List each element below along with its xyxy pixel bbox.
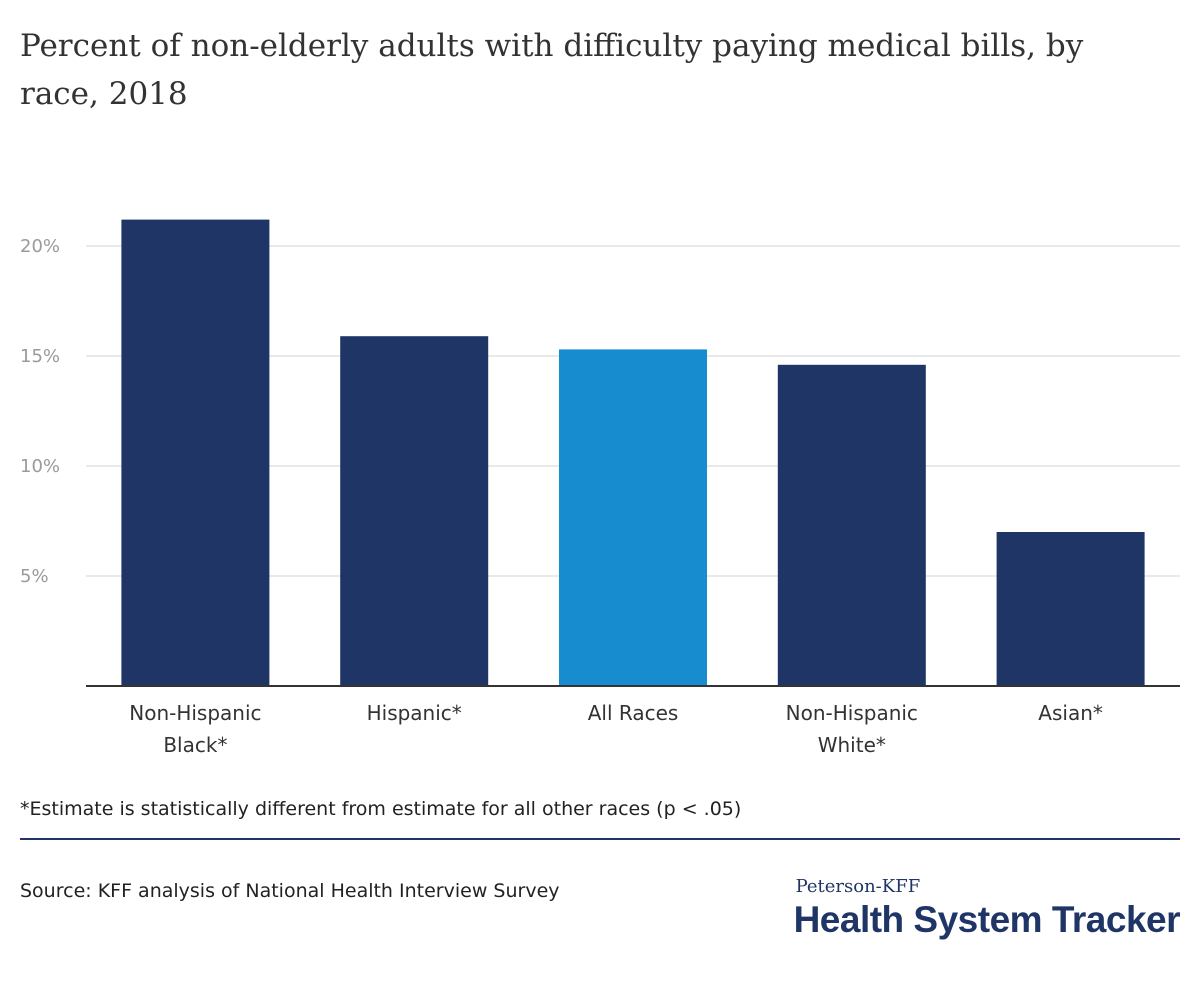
footnote: *Estimate is statistically different fro…: [20, 798, 742, 820]
bar: [559, 349, 707, 686]
x-tick-label: Black*: [163, 733, 227, 757]
x-tick-label: Hispanic*: [367, 701, 462, 725]
source-note: Source: KFF analysis of National Health …: [20, 880, 560, 902]
y-tick-label: 15%: [20, 346, 60, 367]
divider: [20, 838, 1180, 840]
logo-top-text: Peterson-KFF: [795, 876, 921, 897]
x-tick-label: Non-Hispanic: [129, 701, 261, 725]
x-tick-label: Non-Hispanic: [786, 701, 918, 725]
bar: [777, 364, 926, 686]
bar: [121, 219, 270, 686]
logo-main-text: Health System Tracker: [793, 899, 1181, 940]
bar: [996, 532, 1145, 686]
y-tick-label: 20%: [20, 236, 60, 257]
x-tick-label: All Races: [588, 701, 679, 725]
y-tick-label: 10%: [20, 456, 60, 477]
y-tick-label: 5%: [20, 566, 49, 587]
bar: [340, 336, 489, 686]
bars: [121, 219, 1145, 686]
chart-title: Percent of non-elderly adults with diffi…: [20, 28, 1084, 112]
x-tick-label: White*: [818, 733, 886, 757]
bar-chart: 5% 10% 15% 20% Non-Hispanic Black* Hispanic* A…: [20, 219, 1180, 757]
x-tick-label: Asian*: [1038, 701, 1103, 725]
brand-logo: Peterson-KFF Health System Tracker: [793, 876, 1181, 942]
category-labels: Non-Hispanic Black* Hispanic* All Races Non-…: [129, 701, 1103, 757]
